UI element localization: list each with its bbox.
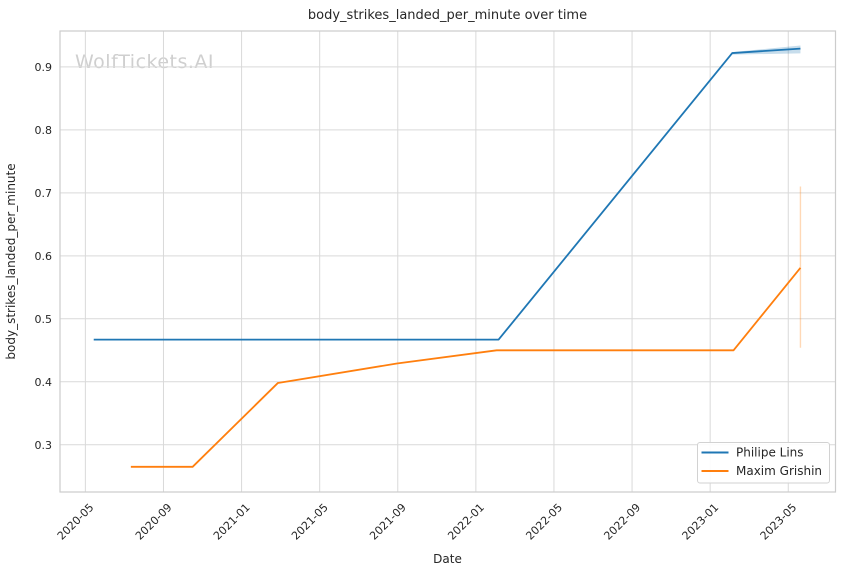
x-tick-label: 2022-09	[601, 501, 643, 543]
series-line-philipe-lins	[93, 47, 801, 341]
chart-title: body_strikes_landed_per_minute over time	[308, 8, 587, 23]
y-tick-label: 0.6	[35, 250, 53, 263]
x-tick-label: 2021-01	[211, 501, 253, 543]
tick-labels-layer: 2020-05 2020-09 2021-01 2021-05 2021-09 2022-…	[35, 61, 800, 543]
y-axis-label: body_strikes_landed_per_minute	[4, 163, 18, 359]
legend: Philipe Lins Maxim Grishin	[697, 442, 830, 484]
y-tick-label: 0.4	[35, 376, 53, 389]
legend-box	[697, 442, 830, 484]
data-layer	[93, 45, 802, 468]
legend-label-maxim-grishin: Maxim Grishin	[736, 464, 822, 478]
x-tick-label: 2020-05	[55, 501, 97, 543]
legend-label-philipe-lins: Philipe Lins	[736, 446, 804, 460]
plot-border	[59, 30, 837, 493]
y-tick-label: 0.3	[35, 439, 53, 452]
x-tick-label: 2021-05	[289, 501, 331, 543]
series-line-maxim-grishin	[130, 267, 802, 468]
grid-layer	[60, 31, 836, 492]
x-tick-label: 2021-09	[367, 501, 409, 543]
x-axis-label: Date	[433, 552, 462, 566]
x-tick-label: 2022-01	[445, 501, 487, 543]
x-tick-label: 2023-01	[680, 501, 722, 543]
x-tick-label: 2023-05	[758, 501, 800, 543]
y-tick-label: 0.8	[35, 124, 53, 137]
y-tick-label: 0.7	[35, 187, 53, 200]
y-tick-label: 0.9	[35, 61, 53, 74]
watermark: WolfTickets.AI	[75, 51, 214, 73]
x-tick-label: 2020-09	[133, 501, 175, 543]
y-tick-label: 0.5	[35, 313, 53, 326]
x-tick-label: 2022-05	[523, 501, 565, 543]
